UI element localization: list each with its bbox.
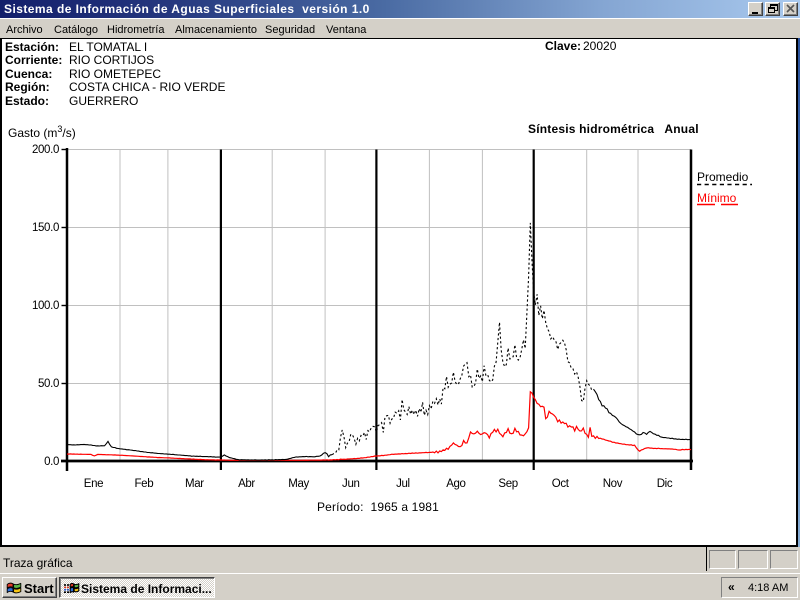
svg-text:Período: 1965 a 1981: Período: 1965 a 1981 (317, 500, 439, 514)
svg-text:Oct: Oct (552, 478, 570, 490)
svg-text:Corriente:: Corriente: (5, 53, 62, 67)
svg-text:Región:: Región: (5, 80, 50, 94)
svg-text:Mínimo: Mínimo (697, 191, 737, 205)
svg-text:RIO CORTIJOS: RIO CORTIJOS (69, 53, 154, 67)
svg-text:Dic: Dic (657, 478, 673, 490)
svg-text:EL TOMATAL I: EL TOMATAL I (69, 40, 147, 54)
svg-text:Ago: Ago (446, 478, 465, 490)
svg-text:Ene: Ene (84, 478, 103, 490)
svg-text:Mar: Mar (185, 478, 204, 490)
svg-text:RIO OMETEPEC: RIO OMETEPEC (69, 67, 161, 81)
svg-text:200.0: 200.0 (32, 144, 59, 156)
svg-text:Jun: Jun (342, 478, 360, 490)
svg-text:Jul: Jul (396, 478, 410, 490)
svg-text:0.0: 0.0 (44, 456, 59, 468)
svg-text:Estación:: Estación: (5, 40, 59, 54)
svg-text:100.0: 100.0 (32, 300, 59, 312)
svg-text:Promedio: Promedio (697, 170, 749, 184)
svg-text:Clave:: Clave: (545, 39, 581, 53)
svg-text:50.0: 50.0 (38, 378, 59, 390)
svg-text:Feb: Feb (135, 478, 154, 490)
svg-text:20020: 20020 (583, 39, 617, 53)
svg-text:GUERRERO: GUERRERO (69, 94, 138, 108)
svg-text:Cuenca:: Cuenca: (5, 67, 52, 81)
svg-text:Sep: Sep (498, 478, 517, 490)
svg-text:Abr: Abr (238, 478, 255, 490)
svg-text:May: May (288, 478, 309, 490)
svg-text:COSTA CHICA - RIO VERDE: COSTA CHICA - RIO VERDE (69, 80, 225, 94)
svg-text:Gasto (m3/s): Gasto (m3/s) (8, 124, 76, 140)
svg-text:150.0: 150.0 (32, 222, 59, 234)
svg-text:Síntesis hidrométrica Anual: Síntesis hidrométrica Anual (528, 122, 699, 136)
svg-text:Nov: Nov (603, 478, 623, 490)
svg-text:Estado:: Estado: (5, 94, 49, 108)
